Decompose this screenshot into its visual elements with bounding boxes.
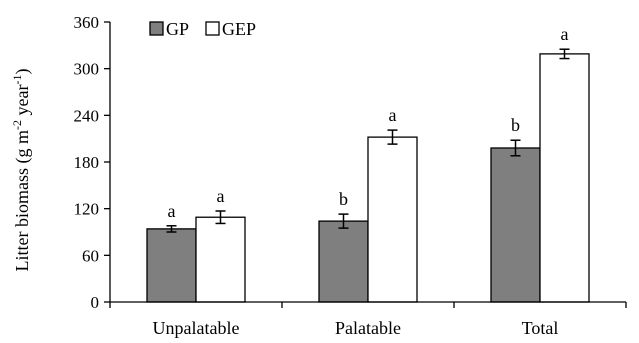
bar-gp-total [490, 147, 541, 303]
x-tick-label: Palatable [335, 318, 401, 338]
bar-gp-unpalatable [146, 228, 197, 303]
y-axis-label: Litter biomass (g m-2 year-1) [10, 69, 33, 272]
significance-letter: b [511, 115, 520, 135]
y-tick-label: 360 [74, 13, 100, 32]
significance-letter: a [168, 201, 176, 221]
y-tick-label: 120 [74, 200, 100, 219]
bar-gep-total [539, 53, 590, 303]
significance-letter: a [561, 24, 569, 44]
legend-swatch-gp [149, 21, 164, 36]
y-tick-label: 240 [74, 106, 100, 125]
bar-gp-palatable [318, 220, 369, 303]
legend: GP GEP [149, 19, 256, 39]
significance-letter: a [217, 186, 225, 206]
x-axis-labels: Unpalatable Palatable Total [153, 318, 559, 338]
significance-letter: a [389, 105, 397, 125]
y-axis-ticks: 0 60 120 180 240 300 360 [74, 13, 110, 312]
legend-swatch-gep [205, 21, 220, 36]
error-bars [166, 48, 570, 233]
y-tick-label: 60 [82, 246, 99, 265]
significance-letter: b [339, 189, 348, 209]
x-tick-label: Unpalatable [153, 318, 240, 338]
bar-gep-unpalatable [195, 216, 246, 303]
legend-label-gep: GEP [222, 19, 256, 39]
y-tick-label: 300 [74, 60, 100, 79]
x-tick-label: Total [522, 318, 559, 338]
legend-label-gp: GP [166, 19, 189, 39]
bar-gep-palatable [367, 136, 418, 303]
bars [146, 53, 590, 303]
y-tick-label: 0 [91, 293, 100, 312]
y-tick-label: 180 [74, 153, 100, 172]
axes [109, 22, 627, 308]
significance-letters: a a b a b a [168, 24, 569, 221]
